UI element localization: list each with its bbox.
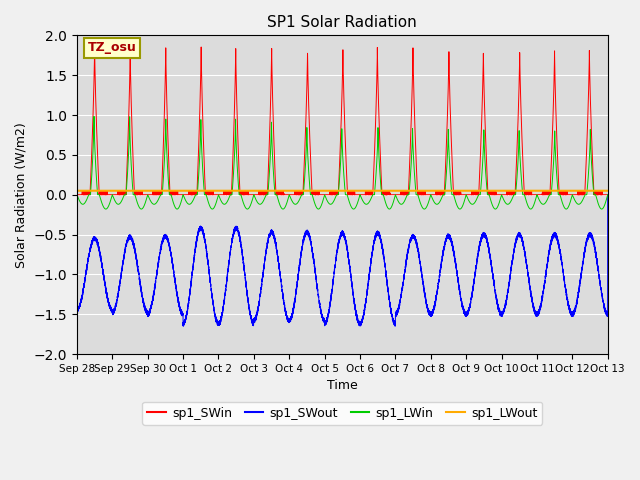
sp1_SWin <box>604 192 612 198</box>
sp1_LWin <box>576 201 584 207</box>
sp1_LWout <box>333 188 340 193</box>
sp1_LWin <box>177 199 185 205</box>
sp1_SWin <box>197 44 205 50</box>
sp1_SWin <box>95 184 102 190</box>
sp1_LWout <box>576 188 584 193</box>
sp1_LWin <box>333 192 340 198</box>
sp1_LWout <box>604 188 612 193</box>
sp1_LWin <box>105 203 113 209</box>
sp1_SWout <box>76 305 83 311</box>
Text: TZ_osu: TZ_osu <box>88 41 136 54</box>
sp1_LWout <box>105 188 113 193</box>
Line: sp1_SWout: sp1_SWout <box>77 195 608 326</box>
sp1_LWin <box>349 206 357 212</box>
Title: SP1 Solar Radiation: SP1 Solar Radiation <box>268 15 417 30</box>
sp1_LWin <box>604 192 612 198</box>
Y-axis label: Solar Radiation (W/m2): Solar Radiation (W/m2) <box>15 122 28 267</box>
sp1_LWout <box>95 188 102 193</box>
sp1_LWout <box>177 188 185 193</box>
sp1_LWin <box>95 192 103 198</box>
sp1_LWin <box>73 192 81 198</box>
sp1_SWin <box>105 192 113 198</box>
sp1_SWout <box>391 323 399 329</box>
sp1_SWout <box>105 301 113 307</box>
sp1_SWout <box>95 244 102 250</box>
sp1_SWin <box>73 192 81 198</box>
sp1_LWin <box>76 197 83 203</box>
sp1_SWout <box>177 311 185 316</box>
sp1_SWin <box>76 192 83 198</box>
Legend: sp1_SWin, sp1_SWout, sp1_LWin, sp1_LWout: sp1_SWin, sp1_SWout, sp1_LWin, sp1_LWout <box>142 402 543 425</box>
sp1_LWin <box>90 113 98 119</box>
sp1_LWout <box>73 188 81 193</box>
Line: sp1_SWin: sp1_SWin <box>77 47 608 195</box>
sp1_SWout <box>576 281 584 287</box>
sp1_SWout <box>73 309 81 314</box>
sp1_SWin <box>177 192 185 198</box>
sp1_SWout <box>333 255 340 261</box>
Line: sp1_LWin: sp1_LWin <box>77 116 608 209</box>
sp1_LWout <box>76 188 83 193</box>
sp1_SWout <box>604 192 612 198</box>
sp1_SWin <box>333 189 340 194</box>
X-axis label: Time: Time <box>327 379 358 392</box>
sp1_SWin <box>576 192 584 198</box>
